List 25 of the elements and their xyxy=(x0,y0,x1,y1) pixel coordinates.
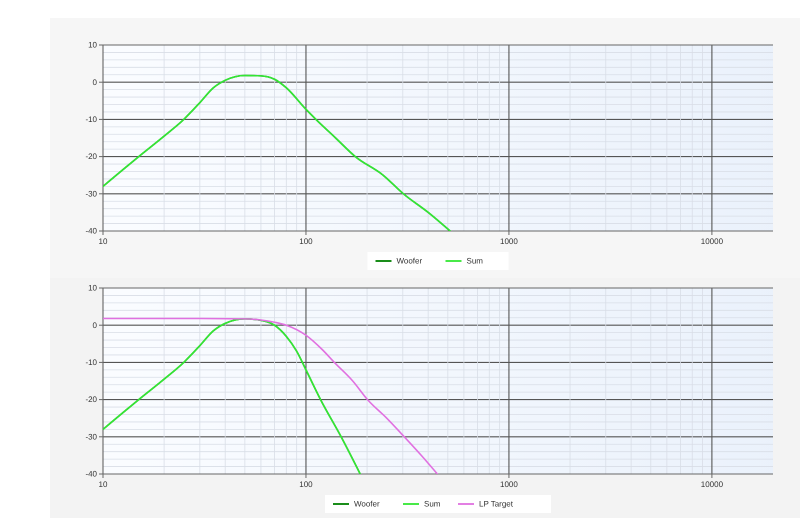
y-tick-label: 0 xyxy=(92,78,98,87)
x-tick-label: 100 xyxy=(299,237,314,246)
x-tick-label: 100 xyxy=(299,480,314,489)
y-tick-label: 10 xyxy=(88,284,98,293)
y-tick-label: -20 xyxy=(85,152,98,162)
y-tick-label: -40 xyxy=(85,470,98,479)
y-tick-label: 10 xyxy=(88,40,98,50)
x-tick-label: 1000 xyxy=(500,237,518,246)
y-tick-label: -40 xyxy=(85,226,98,236)
x-tick-label: 10000 xyxy=(700,237,724,246)
x-tick-label: 10 xyxy=(98,237,108,246)
legend-label: Woofer xyxy=(396,256,422,266)
legend-label: LP Target xyxy=(479,500,514,509)
x-tick-label: 1000 xyxy=(500,480,518,489)
x-tick-label: 10000 xyxy=(700,480,724,489)
legend-label: Sum xyxy=(466,256,484,266)
legend-label: Sum xyxy=(424,500,441,509)
x-tick-label: 10 xyxy=(98,480,108,489)
y-tick-label: -10 xyxy=(85,114,98,124)
y-tick-label: -30 xyxy=(85,189,98,198)
y-tick-label: -10 xyxy=(85,358,98,367)
y-tick-label: 0 xyxy=(92,320,98,330)
legend-label: Woofer xyxy=(354,500,380,509)
y-tick-label: -20 xyxy=(85,395,98,404)
y-tick-label: -30 xyxy=(85,432,98,442)
